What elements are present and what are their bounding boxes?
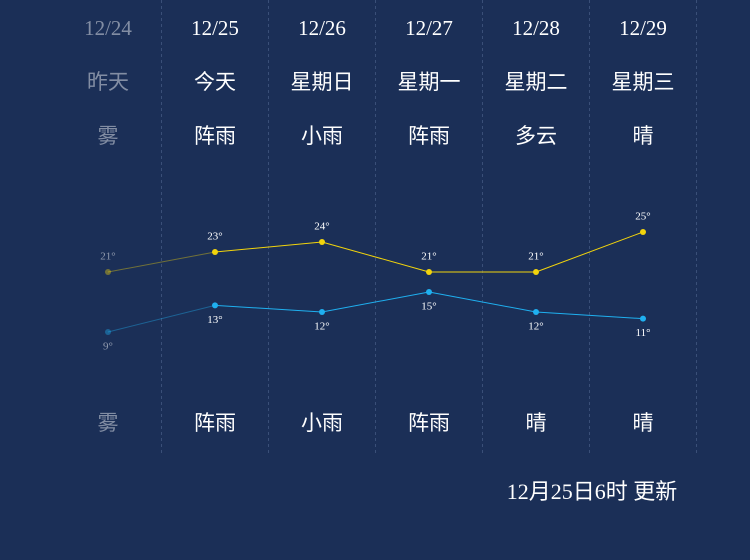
- low-temp-label: 13°: [207, 314, 222, 326]
- low-temp-segment: [535, 311, 644, 320]
- weekday: 今天: [194, 70, 236, 94]
- weekday: 星期三: [612, 70, 675, 94]
- high-temp-label: 23°: [207, 231, 222, 243]
- date: 12/25: [191, 16, 239, 40]
- date: 12/24: [84, 16, 132, 40]
- high-temp-point: [533, 269, 539, 275]
- low-temp-point: [212, 302, 218, 309]
- high-temp-segment: [107, 251, 216, 273]
- date: 12/29: [619, 16, 667, 40]
- day-weather: 阵雨: [408, 124, 450, 148]
- update-time: 12月25日6时 更新: [507, 479, 678, 504]
- low-temp-label: 9°: [103, 341, 113, 353]
- low-temp-segment: [428, 291, 537, 313]
- night-weather: 小雨: [301, 411, 343, 435]
- low-temp-segment: [321, 291, 430, 313]
- night-weather: 阵雨: [194, 411, 236, 435]
- high-temp-label: 21°: [421, 251, 436, 263]
- date: 12/28: [512, 16, 560, 40]
- high-temp-segment: [321, 241, 430, 273]
- day-weather: 多云: [515, 124, 557, 148]
- high-temp-point: [640, 229, 646, 235]
- low-temp-point: [105, 329, 111, 335]
- day-weather: 晴: [633, 124, 654, 148]
- day-weather: 阵雨: [194, 124, 236, 148]
- low-temp-segment: [107, 304, 216, 333]
- low-temp-point: [533, 309, 539, 315]
- weekday: 昨天: [87, 70, 129, 94]
- high-temp-point: [319, 239, 325, 245]
- low-temp-label: 11°: [636, 327, 651, 339]
- high-temp-label: 21°: [100, 251, 115, 263]
- low-temp-point: [319, 309, 325, 315]
- low-temp-label: 15°: [421, 301, 436, 313]
- day-weather: 小雨: [301, 124, 343, 148]
- high-temp-segment: [535, 231, 644, 273]
- night-weather: 阵雨: [408, 411, 450, 435]
- high-temp-label: 24°: [314, 221, 329, 233]
- date: 12/27: [405, 16, 453, 40]
- date: 12/26: [298, 16, 346, 40]
- low-temp-point: [640, 315, 646, 322]
- low-temp-label: 12°: [528, 321, 543, 333]
- low-temp-point: [426, 289, 432, 295]
- night-weather: 晴: [633, 411, 654, 435]
- high-temp-label: 21°: [528, 251, 543, 263]
- night-weather: 晴: [526, 411, 547, 435]
- night-weather: 雾: [98, 411, 119, 435]
- low-temp-label: 12°: [314, 321, 329, 333]
- high-temp-label: 25°: [635, 211, 650, 223]
- low-temp-segment: [214, 304, 323, 313]
- day-weather: 雾: [98, 124, 119, 148]
- high-temp-segment: [214, 241, 323, 253]
- weekday: 星期日: [291, 70, 354, 94]
- high-temp-point: [105, 269, 111, 275]
- weekday: 星期一: [398, 70, 461, 94]
- high-temp-point: [212, 249, 218, 255]
- high-temp-point: [426, 269, 432, 275]
- weekday: 星期二: [505, 70, 568, 94]
